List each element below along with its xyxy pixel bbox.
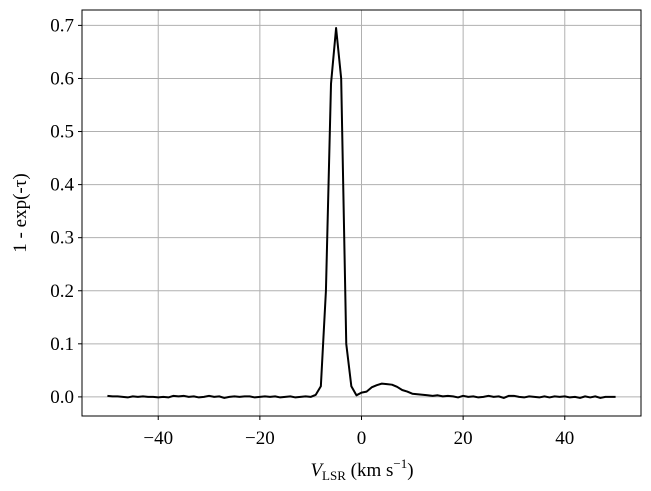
x-axis-label: VLSR (km s−1) — [310, 456, 413, 483]
y-tick-label: 0.2 — [50, 281, 74, 302]
x-label-part: −1 — [393, 456, 407, 471]
x-tick-label: −40 — [143, 428, 173, 449]
x-label-part: V — [310, 460, 324, 481]
x-tick-label: 20 — [454, 428, 473, 449]
x-label-part: (km s — [346, 460, 394, 481]
data-line — [107, 27, 616, 399]
y-tick-label: 0.6 — [50, 68, 74, 89]
y-tick-label: 0.1 — [50, 334, 74, 355]
y-tick-label: 0.4 — [50, 175, 74, 196]
y-tick-label: 0.3 — [50, 228, 74, 249]
x-tick-label: 0 — [357, 428, 367, 449]
y-tick-label: 0.5 — [50, 122, 74, 143]
x-tick-label: −20 — [245, 428, 275, 449]
y-tick-label: 0.0 — [50, 387, 74, 408]
x-label-part: LSR — [322, 468, 346, 483]
x-tick-label: 40 — [555, 428, 574, 449]
y-tick-label: 0.7 — [50, 15, 74, 36]
y-axis-label: 1 - exp(-τ) — [10, 173, 31, 252]
x-label-part: ) — [407, 460, 413, 481]
plot-frame — [81, 9, 642, 417]
